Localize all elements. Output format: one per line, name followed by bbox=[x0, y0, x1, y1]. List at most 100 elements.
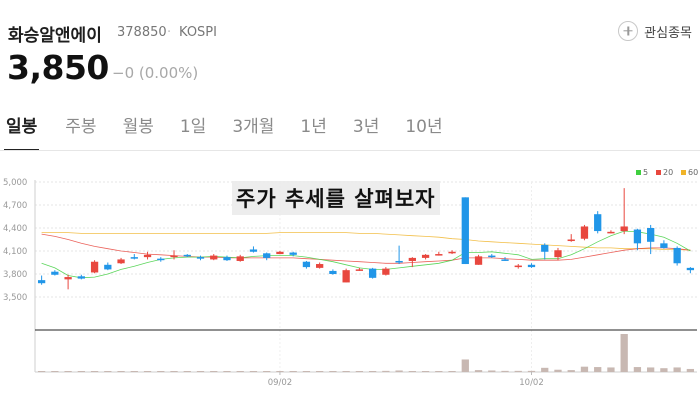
volume-bar bbox=[236, 371, 244, 372]
volume-bar bbox=[143, 371, 152, 372]
candle-body bbox=[554, 250, 562, 258]
volume-bar bbox=[607, 367, 615, 372]
market-name: KOSPI bbox=[179, 25, 217, 40]
y-tick-label: 5,000 bbox=[3, 178, 27, 188]
legend-label: 60 bbox=[688, 168, 698, 177]
candle-body bbox=[51, 271, 59, 275]
price-chart[interactable]: 3,500 3,800 4,100 4,400 4,700 5,000 5 20 60 09/… bbox=[0, 160, 700, 400]
volume-bar bbox=[395, 370, 403, 372]
volume-bar bbox=[541, 367, 549, 372]
tab-3years[interactable]: 3년 bbox=[352, 117, 380, 137]
candle-body bbox=[395, 260, 403, 263]
candle-body bbox=[143, 254, 152, 258]
ma5-line bbox=[41, 230, 691, 279]
overlay-caption: 주가 추세를 살펴보자 bbox=[232, 181, 440, 215]
volume-bars bbox=[37, 334, 695, 372]
volume-bar bbox=[580, 366, 589, 372]
candle-body bbox=[594, 214, 602, 232]
legend-swatch bbox=[636, 170, 641, 175]
candle-body bbox=[130, 257, 138, 259]
volume-bar bbox=[448, 371, 456, 372]
candle-body bbox=[104, 264, 112, 270]
candle-body bbox=[368, 268, 377, 278]
candle-body bbox=[607, 231, 615, 234]
volume-bar bbox=[316, 371, 324, 372]
volume-bar bbox=[302, 371, 311, 372]
candle-body bbox=[673, 247, 681, 264]
y-tick-label: 4,700 bbox=[3, 201, 27, 211]
volume-bar bbox=[686, 368, 695, 372]
candlesticks bbox=[37, 188, 695, 290]
y-tick-label: 4,100 bbox=[3, 247, 27, 257]
tab-10years[interactable]: 10년 bbox=[405, 117, 443, 137]
volume-bar bbox=[223, 371, 231, 372]
volume-bar bbox=[368, 371, 377, 372]
volume-bar bbox=[660, 368, 668, 372]
volume-bar bbox=[289, 371, 297, 372]
plus-circle-icon bbox=[618, 21, 639, 41]
candle-body bbox=[342, 270, 350, 283]
candle-body bbox=[210, 255, 218, 260]
volume-bar bbox=[474, 370, 483, 372]
legend-label: 5 bbox=[643, 168, 648, 177]
tab-monthly[interactable]: 월봉 bbox=[122, 117, 154, 137]
candle-body bbox=[157, 258, 165, 261]
candle-body bbox=[488, 255, 496, 258]
candle-body bbox=[686, 267, 695, 271]
ma60-line bbox=[41, 232, 691, 251]
stock-code: 378850 bbox=[117, 25, 167, 40]
volume-bar bbox=[527, 370, 536, 372]
candle-body bbox=[77, 276, 85, 279]
candle-body bbox=[64, 277, 72, 280]
candle-body bbox=[541, 244, 549, 252]
candle-body bbox=[382, 268, 390, 275]
period-tabs: 일봉 주봉 월봉 1일 3개월 1년 3년 10년 bbox=[0, 112, 463, 151]
candle-body bbox=[302, 261, 311, 268]
volume-bar bbox=[183, 371, 191, 372]
x-tick-label: 09/02 bbox=[268, 378, 293, 388]
candle-body bbox=[474, 256, 483, 265]
tab-divider bbox=[0, 150, 700, 151]
add-favorite-button[interactable]: 관심종목 bbox=[618, 21, 692, 41]
volume-bar bbox=[37, 371, 46, 372]
candle-body bbox=[408, 257, 416, 261]
volume-bar bbox=[633, 367, 642, 372]
candle-body bbox=[236, 256, 244, 261]
moving-average-lines bbox=[41, 230, 691, 279]
volume-bar bbox=[408, 371, 416, 372]
tab-daily[interactable]: 일봉 bbox=[4, 112, 40, 151]
candle-body bbox=[117, 259, 125, 264]
volume-bar bbox=[488, 370, 496, 372]
candle-body bbox=[435, 254, 443, 256]
volume-bar bbox=[104, 371, 112, 372]
candle-body bbox=[501, 259, 509, 261]
candle-body bbox=[647, 228, 655, 242]
tab-weekly[interactable]: 주봉 bbox=[65, 117, 97, 137]
separator-dot: · bbox=[167, 25, 172, 40]
volume-bar bbox=[263, 371, 271, 372]
tab-1year[interactable]: 1년 bbox=[300, 117, 327, 137]
volume-bar bbox=[514, 370, 522, 372]
volume-bar bbox=[435, 371, 443, 372]
candle-body bbox=[660, 243, 668, 248]
candle-body bbox=[289, 252, 297, 255]
candle-body bbox=[249, 249, 258, 252]
legend-swatch bbox=[656, 170, 661, 175]
legend-swatch bbox=[681, 170, 686, 175]
volume-bar bbox=[461, 359, 469, 372]
volume-bar bbox=[170, 371, 178, 372]
y-tick-label: 4,400 bbox=[3, 224, 27, 234]
candle-body bbox=[37, 280, 46, 284]
volume-bar bbox=[329, 371, 337, 372]
candle-body bbox=[263, 253, 271, 258]
tab-3months[interactable]: 3개월 bbox=[232, 117, 275, 137]
volume-bar bbox=[90, 371, 99, 372]
volume-bar bbox=[421, 371, 430, 372]
volume-bar bbox=[249, 371, 258, 372]
tab-1day[interactable]: 1일 bbox=[179, 117, 207, 137]
candle-body bbox=[90, 261, 99, 273]
x-tick-label: 10/02 bbox=[519, 378, 544, 388]
stock-name: 화승알앤에이 bbox=[8, 26, 102, 46]
x-axis: 09/02 10/02 bbox=[268, 372, 544, 388]
volume-bar bbox=[130, 371, 138, 372]
